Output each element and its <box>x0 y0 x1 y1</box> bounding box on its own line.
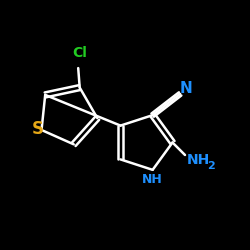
Text: NH: NH <box>187 153 210 167</box>
Text: N: N <box>180 81 193 96</box>
Text: S: S <box>32 120 44 138</box>
Text: 2: 2 <box>208 161 215 171</box>
Text: NH: NH <box>142 173 163 186</box>
Text: Cl: Cl <box>72 46 87 60</box>
